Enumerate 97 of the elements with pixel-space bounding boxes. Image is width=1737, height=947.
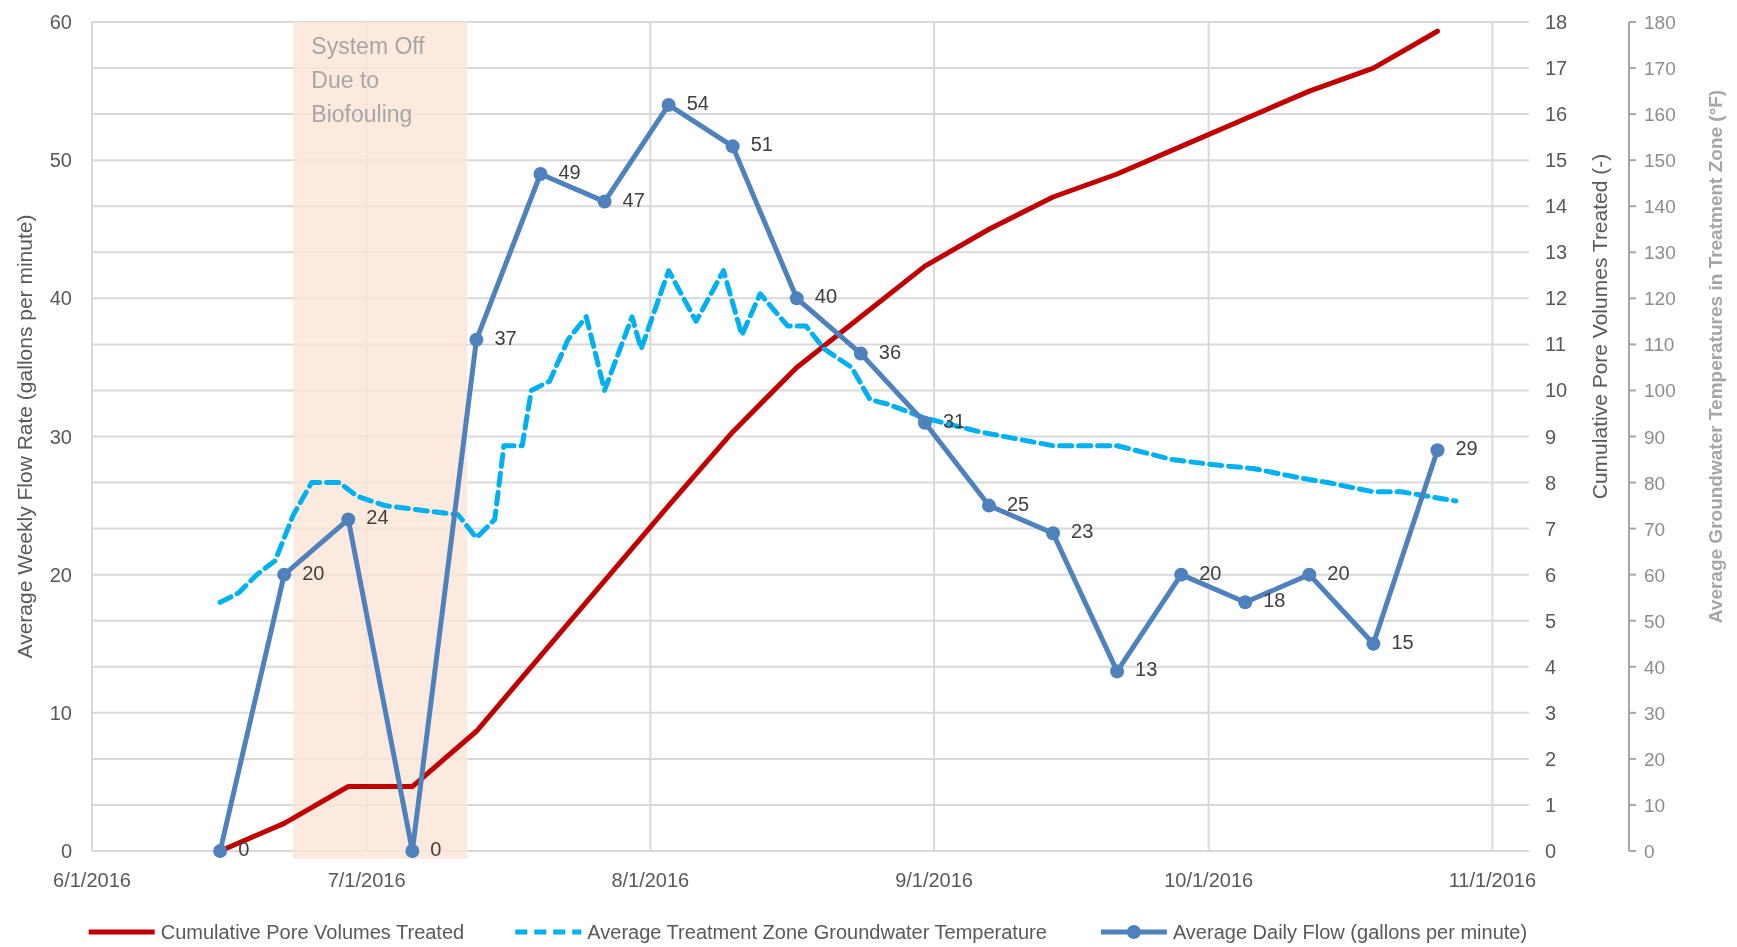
data-label: 15 xyxy=(1391,630,1414,653)
point xyxy=(789,291,804,306)
y3-tick-label: 120 xyxy=(1644,288,1676,310)
y3-tick-label: 100 xyxy=(1644,380,1676,402)
y3-tick-label: 130 xyxy=(1644,242,1676,264)
point xyxy=(213,844,228,858)
point xyxy=(469,332,484,347)
x-tick-label: 9/1/2016 xyxy=(895,869,973,891)
y2-tick-label: 0 xyxy=(1545,840,1557,862)
y-tick-label: 40 xyxy=(49,287,72,310)
y3-tick-label: 30 xyxy=(1644,702,1666,724)
data-label: 51 xyxy=(750,133,773,156)
y-axis-title: Average Weekly Flow Rate (gallons per minute) xyxy=(13,214,36,659)
point xyxy=(981,498,996,513)
data-label: 40 xyxy=(814,285,838,308)
point xyxy=(853,346,868,361)
y3-tick-label: 50 xyxy=(1644,610,1666,632)
point xyxy=(917,415,932,430)
point xyxy=(405,844,420,858)
data-label: 24 xyxy=(366,506,389,529)
y2-tick-label: 7 xyxy=(1545,517,1557,540)
data-label: 47 xyxy=(622,188,645,211)
y2-tick-label: 14 xyxy=(1545,195,1568,218)
y3-tick-label: 170 xyxy=(1644,58,1676,80)
y2-tick-label: 9 xyxy=(1545,425,1557,448)
y3-tick-label: 0 xyxy=(1644,841,1655,862)
y2-tick-label: 11 xyxy=(1545,333,1566,356)
y-tick-label: 0 xyxy=(60,840,72,862)
x-tick-label: 6/1/2016 xyxy=(53,869,131,891)
y2-tick-label: 1 xyxy=(1545,793,1557,816)
data-label: 20 xyxy=(1327,561,1350,584)
y2-tick-label: 6 xyxy=(1545,563,1557,586)
data-label: 25 xyxy=(1006,492,1030,515)
y2-tick-label: 17 xyxy=(1545,57,1568,80)
y3-tick-label: 40 xyxy=(1644,656,1666,678)
data-label: 0 xyxy=(238,838,250,860)
data-label: 54 xyxy=(686,91,709,114)
data-label: 37 xyxy=(494,326,517,349)
point xyxy=(1366,636,1381,651)
point xyxy=(277,567,292,582)
y3-tick-label: 160 xyxy=(1644,104,1676,126)
point xyxy=(725,139,740,154)
y-tick-label: 10 xyxy=(49,701,72,724)
y3-tick-label: 80 xyxy=(1644,472,1666,494)
data-label: 29 xyxy=(1455,437,1478,460)
y2-axis-title: Cumulative Pore Volumes Treated (-) xyxy=(1588,153,1611,500)
y2-tick-label: 3 xyxy=(1545,701,1557,724)
x-tick-label: 7/1/2016 xyxy=(327,869,406,891)
y2-tick-label: 4 xyxy=(1545,655,1557,678)
data-label: 36 xyxy=(878,340,902,363)
point xyxy=(661,97,676,112)
y2-tick-label: 8 xyxy=(1545,471,1557,494)
y-tick-label: 30 xyxy=(49,425,72,448)
point xyxy=(1302,567,1317,582)
data-label: 49 xyxy=(558,160,581,183)
y2-tick-label: 16 xyxy=(1545,103,1568,126)
y3-tick-label: 180 xyxy=(1644,12,1676,33)
y2-tick-label: 13 xyxy=(1545,241,1568,264)
y3-tick-label: 60 xyxy=(1644,564,1666,586)
legend-label: Average Treatment Zone Groundwater Temperature xyxy=(587,921,1047,943)
data-label: 20 xyxy=(302,561,325,584)
y2-tick-label: 2 xyxy=(1545,747,1557,770)
legend-label: Average Daily Flow (gallons per minute) xyxy=(1172,921,1528,943)
point xyxy=(1110,664,1125,679)
x-tick-label: 11/1/2016 xyxy=(1448,869,1537,891)
point xyxy=(597,194,612,209)
data-label: 20 xyxy=(1199,561,1222,584)
x-tick-label: 8/1/2016 xyxy=(611,869,690,891)
y3-axis-title: Average Groundwater Temperatures in Treatment Zone (°F) xyxy=(1705,89,1726,624)
y2-tick-label: 10 xyxy=(1545,379,1568,402)
data-label: 18 xyxy=(1263,589,1286,612)
point xyxy=(1238,595,1253,610)
y2-tick-label: 12 xyxy=(1545,287,1568,310)
y-tick-label: 50 xyxy=(49,149,72,172)
y-tick-label: 20 xyxy=(49,563,72,586)
y2-tick-label: 18 xyxy=(1545,11,1568,33)
point xyxy=(1430,443,1445,458)
point xyxy=(1046,526,1061,541)
y3-tick-label: 70 xyxy=(1644,518,1666,540)
y3-tick-label: 20 xyxy=(1644,748,1666,770)
point xyxy=(1174,567,1189,582)
data-label: 23 xyxy=(1071,520,1094,543)
y3-tick-label: 110 xyxy=(1644,334,1675,356)
legend-label: Cumulative Pore Volumes Treated xyxy=(160,921,465,943)
data-label: 13 xyxy=(1135,658,1158,681)
y3-tick-label: 10 xyxy=(1644,794,1666,816)
point xyxy=(341,512,356,527)
y2-tick-label: 5 xyxy=(1545,609,1557,632)
y3-tick-label: 150 xyxy=(1644,150,1676,172)
point xyxy=(533,166,548,181)
y2-tick-label: 15 xyxy=(1545,149,1568,172)
data-label: 0 xyxy=(430,838,442,860)
band-label: System Off Due to Biofouling xyxy=(311,33,426,127)
y3-tick-label: 90 xyxy=(1644,426,1666,448)
y3-tick-label: 140 xyxy=(1644,196,1676,218)
x-tick-label: 10/1/2016 xyxy=(1164,869,1254,891)
y-tick-label: 60 xyxy=(49,11,72,33)
